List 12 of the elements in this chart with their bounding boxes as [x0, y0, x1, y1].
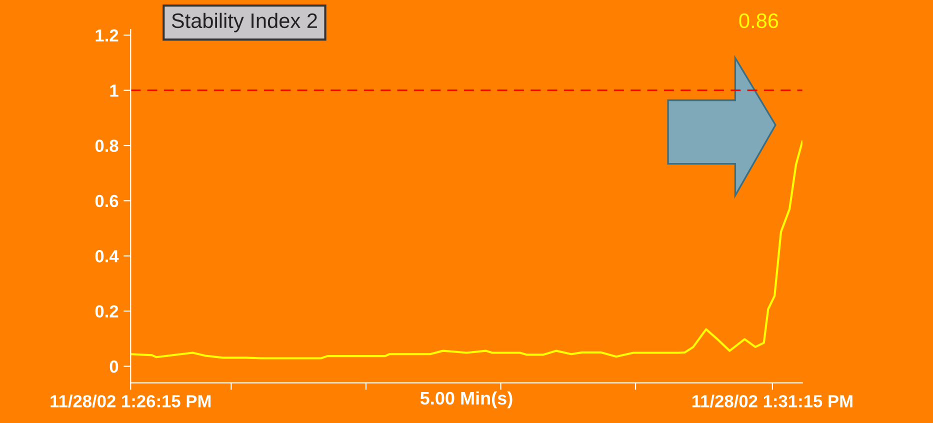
chart-title: Stability Index 2: [172, 12, 317, 32]
x-axis-title: 5.00 Min(s): [420, 391, 512, 408]
y-tick-label: 1: [110, 84, 118, 97]
x-tick-label: 11/28/02 1:31:15 PM: [692, 394, 852, 408]
text: 0.86: [739, 13, 778, 28]
y-tick-label: 0.4: [95, 250, 119, 262]
y-tick-label: 0.8: [95, 140, 118, 152]
x-tick-label: 11/28/02 1:26:15 PM: [50, 394, 211, 408]
y-tick-label: 0.2: [95, 305, 118, 318]
y-tick-label: 0.6: [95, 194, 118, 208]
y-tick-label: 0: [110, 360, 118, 373]
y-tick-label: 1.2: [96, 29, 118, 42]
